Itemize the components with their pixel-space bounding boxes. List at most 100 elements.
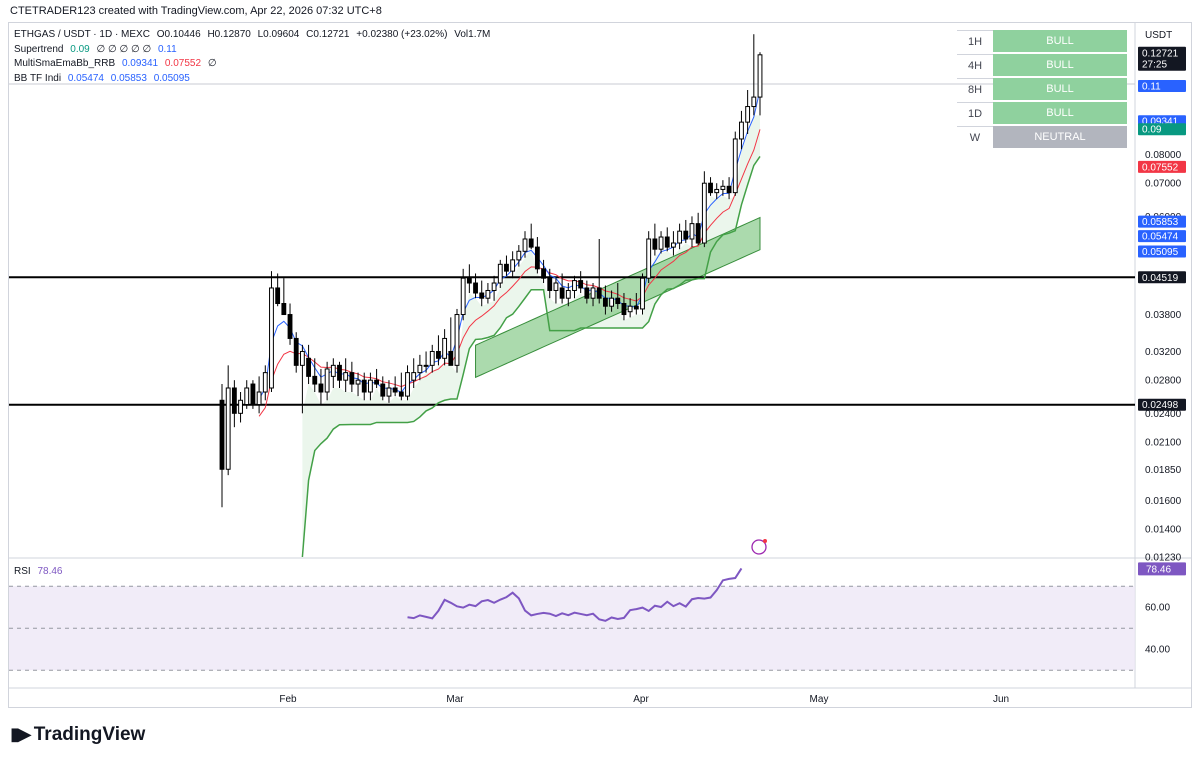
time-tick-label: Apr <box>633 694 649 705</box>
candle-body <box>405 372 410 397</box>
candle-body <box>479 292 485 299</box>
candle-body <box>386 387 392 397</box>
ohlc-close: C0.12721 <box>306 29 350 40</box>
candle-body <box>367 379 373 393</box>
footer-bar: ▮▶ TradingView <box>0 708 1200 758</box>
supertrend-empty-values: ∅ ∅ ∅ ∅ ∅ <box>96 43 152 55</box>
bbtf-row[interactable]: BB TF Indi 0.05474 0.05853 0.05095 <box>14 72 490 87</box>
tradingview-logo[interactable]: ▮▶ TradingView <box>10 724 145 746</box>
price-label-text: 0.02498 <box>1142 400 1179 411</box>
rsi-legend[interactable]: RSI 78.46 <box>14 566 62 577</box>
time-tick-label: May <box>810 694 829 705</box>
price-tick-label: 0.01600 <box>1145 496 1182 507</box>
price-label-tag <box>1138 215 1186 228</box>
ohlc-high: H0.12870 <box>207 29 251 40</box>
price-label-tag <box>1138 245 1186 258</box>
multisma-row[interactable]: MultiSmaEmaBb_RRB 0.09341 0.07552 ∅ <box>14 57 490 72</box>
price-label-tag <box>1138 398 1186 411</box>
rsi-value: 78.46 <box>37 566 63 577</box>
candle-body <box>708 182 713 194</box>
candle-body <box>337 364 342 381</box>
candle-body <box>559 287 565 299</box>
candle-body <box>720 185 726 190</box>
candle-body <box>225 387 231 470</box>
timeframe-row: 1H BULL <box>957 30 1129 52</box>
timeframe-status: BULL <box>993 78 1127 100</box>
candle-body <box>757 54 763 98</box>
candle-body <box>398 391 404 397</box>
candle-body <box>349 372 355 385</box>
candle-body <box>602 297 608 307</box>
timeframe-row: 4H BULL <box>957 54 1129 76</box>
price-tick-label: 0.02100 <box>1145 438 1182 449</box>
symbol-label[interactable]: ETHGAS / USDT · 1D · MEXC <box>14 29 150 40</box>
candle-body <box>423 364 429 367</box>
price-tick-label: 0.01850 <box>1145 465 1182 476</box>
chart-canvas[interactable]: 0.110000.080000.070000.060000.038000.032… <box>0 0 1200 708</box>
candle-body <box>732 138 738 194</box>
price-label-tag <box>1138 160 1186 173</box>
candle-body <box>578 280 584 289</box>
candle-body <box>701 182 707 244</box>
candle-body <box>677 230 683 244</box>
supertrend-line <box>301 155 761 558</box>
candle-body <box>646 238 652 279</box>
supertrend-label: Supertrend <box>14 43 64 55</box>
multisma-value-1: 0.09341 <box>121 58 159 69</box>
tradingview-logo-icon: ▮▶ <box>10 724 32 744</box>
timeframe-status: BULL <box>993 102 1127 124</box>
price-label-text: 0.12721 <box>1142 48 1179 59</box>
candle-body <box>664 236 670 248</box>
candle-body <box>275 287 281 305</box>
rsi-tick-label: 60.00 <box>1145 603 1170 614</box>
price-label-tag <box>1138 123 1186 136</box>
timeframe-status: BULL <box>993 30 1127 52</box>
price-tick-label: 0.03200 <box>1145 347 1182 358</box>
countdown-text: 27:25 <box>1142 59 1167 70</box>
price-label-tag <box>1138 271 1186 284</box>
candle-body <box>448 350 454 366</box>
supertrend-value-1: 0.09 <box>70 43 90 55</box>
timeframe-label: W <box>957 126 993 148</box>
candle-body <box>231 387 237 414</box>
candle-body <box>522 238 528 252</box>
candle-body <box>256 391 262 406</box>
candle-body <box>473 282 478 294</box>
candle-body <box>695 223 701 244</box>
price-tick-label: 0.01400 <box>1145 525 1182 536</box>
supertrend-row[interactable]: Supertrend 0.09 ∅ ∅ ∅ ∅ ∅ 0.11 <box>14 43 490 58</box>
price-label-text: 0.09341 <box>1142 117 1179 128</box>
timeframe-status: NEUTRAL <box>993 126 1127 148</box>
bbtf-value-3: 0.05095 <box>153 72 190 84</box>
candle-body <box>541 268 546 279</box>
candle-body <box>250 383 256 406</box>
rsi-label: RSI <box>14 566 31 577</box>
candle-body <box>609 297 615 307</box>
candle-body <box>219 399 225 470</box>
bbtf-label: BB TF Indi <box>14 72 62 84</box>
candle-body <box>417 364 423 374</box>
candle-body <box>652 238 658 250</box>
candle-body <box>497 263 503 284</box>
price-tick-label: 0.01230 <box>1145 553 1182 564</box>
candle-body <box>640 277 645 310</box>
candle-body <box>355 379 361 385</box>
supertrend-value-3: 0.11 <box>157 43 177 55</box>
multisma-value-3: ∅ <box>207 58 217 69</box>
candle-body <box>454 314 460 366</box>
candle-body <box>621 303 627 316</box>
price-label-tag <box>1138 230 1186 243</box>
price-tick-label: 0.02400 <box>1145 409 1182 420</box>
bbtf-value-1: 0.05474 <box>67 72 104 84</box>
candle-body <box>504 263 509 272</box>
candle-body <box>262 372 268 393</box>
candle-body <box>374 379 380 385</box>
timeframe-label: 8H <box>957 78 993 100</box>
price-tick-label: 0.02800 <box>1145 376 1182 387</box>
timeframe-row: W NEUTRAL <box>957 126 1129 148</box>
candle-body <box>485 289 491 299</box>
axis-unit-label[interactable]: USDT <box>1145 30 1173 41</box>
candle-body <box>244 387 250 406</box>
candle-body <box>633 305 639 310</box>
candle-body <box>596 287 602 299</box>
